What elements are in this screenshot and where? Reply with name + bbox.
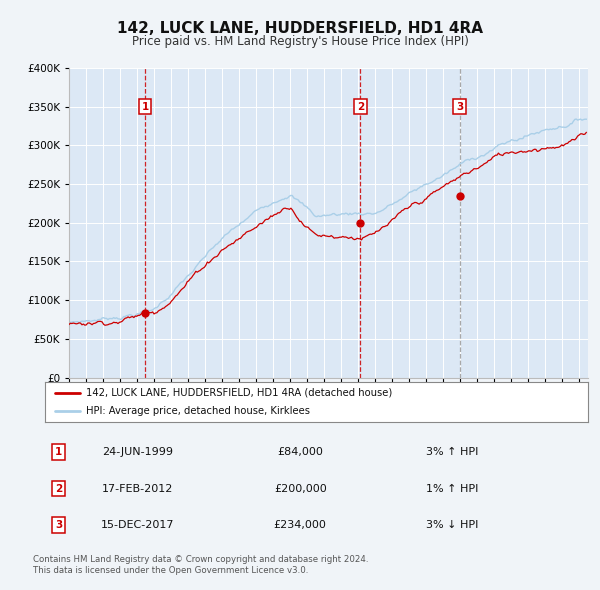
- Text: 1: 1: [55, 447, 62, 457]
- Text: 1: 1: [142, 101, 149, 112]
- Text: 3% ↓ HPI: 3% ↓ HPI: [426, 520, 478, 530]
- Text: This data is licensed under the Open Government Licence v3.0.: This data is licensed under the Open Gov…: [33, 566, 308, 575]
- Text: 2: 2: [356, 101, 364, 112]
- Text: £234,000: £234,000: [274, 520, 326, 530]
- Text: £200,000: £200,000: [274, 484, 326, 493]
- Text: 3: 3: [456, 101, 463, 112]
- Text: 1% ↑ HPI: 1% ↑ HPI: [426, 484, 478, 493]
- Text: 15-DEC-2017: 15-DEC-2017: [101, 520, 174, 530]
- Text: 24-JUN-1999: 24-JUN-1999: [102, 447, 173, 457]
- Text: Price paid vs. HM Land Registry's House Price Index (HPI): Price paid vs. HM Land Registry's House …: [131, 35, 469, 48]
- Text: 142, LUCK LANE, HUDDERSFIELD, HD1 4RA (detached house): 142, LUCK LANE, HUDDERSFIELD, HD1 4RA (d…: [86, 388, 392, 398]
- Text: 3: 3: [55, 520, 62, 530]
- Text: £84,000: £84,000: [277, 447, 323, 457]
- Text: Contains HM Land Registry data © Crown copyright and database right 2024.: Contains HM Land Registry data © Crown c…: [33, 555, 368, 563]
- Text: 17-FEB-2012: 17-FEB-2012: [101, 484, 173, 493]
- Text: 142, LUCK LANE, HUDDERSFIELD, HD1 4RA: 142, LUCK LANE, HUDDERSFIELD, HD1 4RA: [117, 21, 483, 35]
- Text: 2: 2: [55, 484, 62, 493]
- Text: 3% ↑ HPI: 3% ↑ HPI: [426, 447, 478, 457]
- Text: HPI: Average price, detached house, Kirklees: HPI: Average price, detached house, Kirk…: [86, 406, 310, 416]
